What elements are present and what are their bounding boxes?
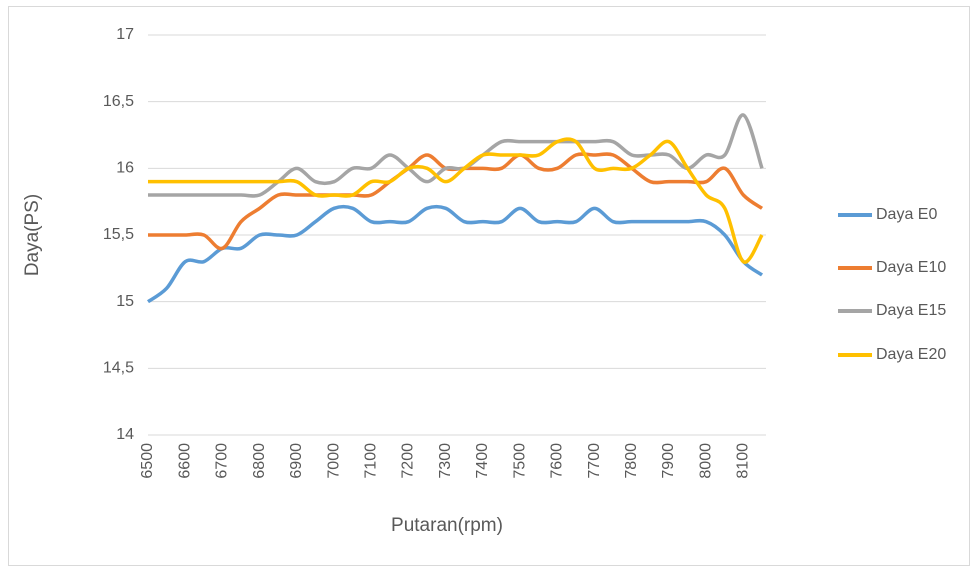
legend-label: Daya E0 — [876, 206, 937, 223]
x-tick-label: 7000 — [325, 443, 342, 479]
series-line — [148, 137, 764, 264]
x-axis-title: Putaran(rpm) — [391, 515, 503, 536]
y-axis-title: Daya(PS) — [22, 194, 43, 276]
x-tick-label: 7100 — [362, 443, 379, 479]
x-tick-label: 6700 — [214, 443, 231, 479]
x-tick-label: 7400 — [474, 443, 491, 479]
x-tick-label: 7200 — [400, 443, 417, 479]
series-line — [146, 204, 764, 304]
x-tick-label: 7300 — [437, 443, 454, 479]
x-tick-label: 6500 — [139, 443, 156, 479]
y-tick-label: 14,5 — [103, 360, 134, 377]
y-tick-label: 17 — [116, 26, 134, 43]
y-tick-label: 14 — [116, 426, 134, 443]
legend-label: Daya E10 — [876, 259, 946, 276]
x-tick-label: 7700 — [586, 443, 603, 479]
series-line — [148, 113, 764, 198]
x-tick-label: 6900 — [288, 443, 305, 479]
x-tick-label: 7800 — [623, 443, 640, 479]
y-tick-label: 15 — [116, 293, 134, 310]
legend-label: Daya E15 — [876, 302, 946, 319]
x-tick-label: 7500 — [511, 443, 528, 479]
chart-border — [8, 6, 970, 566]
x-tick-label: 7600 — [549, 443, 566, 479]
x-tick-label: 7900 — [660, 443, 677, 479]
x-tick-label: 8000 — [697, 443, 714, 479]
y-tick-label: 16,5 — [103, 93, 134, 110]
legend-label: Daya E20 — [876, 346, 946, 363]
y-tick-label: 16 — [116, 160, 134, 177]
y-tick-label: 15,5 — [103, 226, 134, 243]
x-tick-label: 8100 — [735, 443, 752, 479]
x-tick-label: 6600 — [176, 443, 193, 479]
x-tick-label: 6800 — [251, 443, 268, 479]
